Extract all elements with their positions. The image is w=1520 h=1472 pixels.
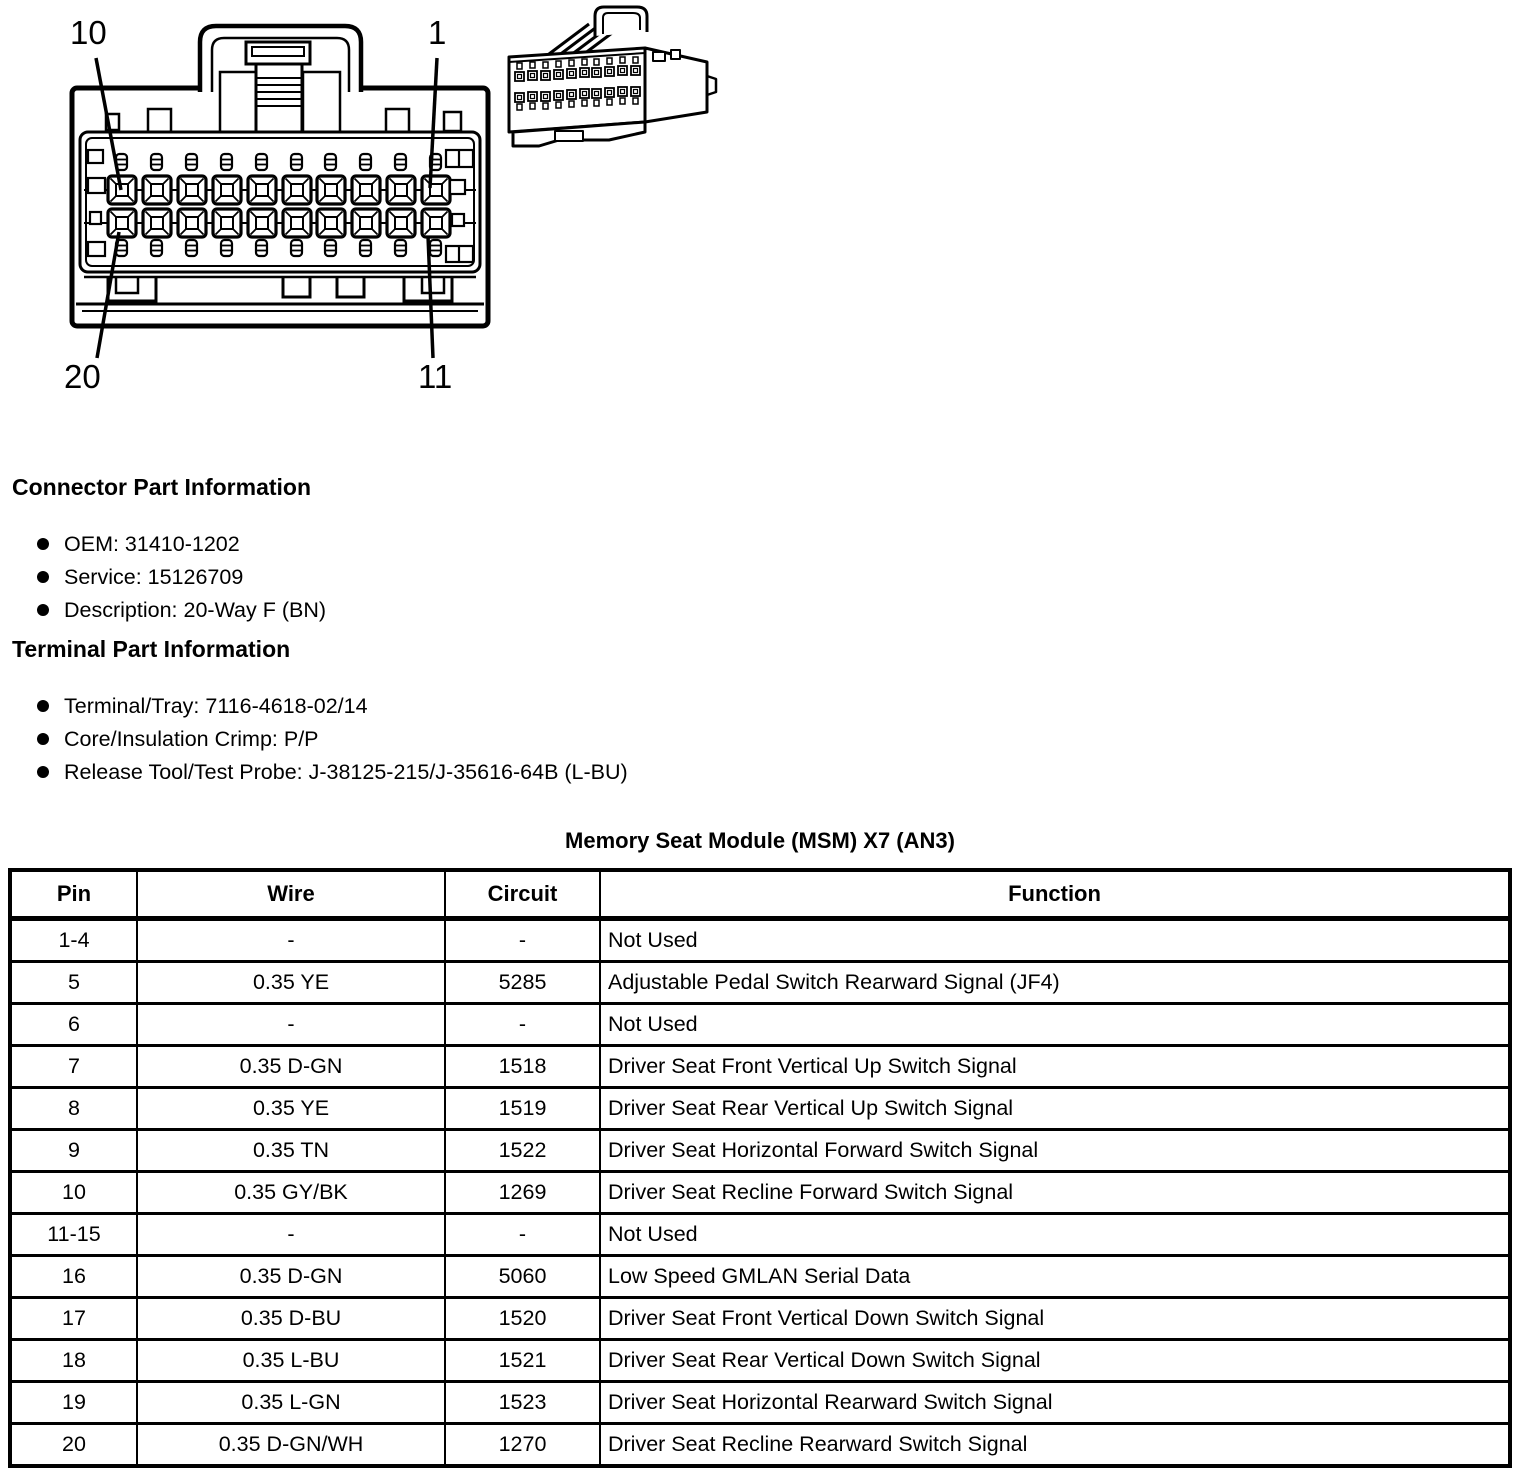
leader-lines	[94, 57, 439, 359]
table-row: 19 0.35 L-GN 1523 Driver Seat Horizontal Re…	[10, 1381, 1510, 1425]
table-cell: 18	[10, 1339, 138, 1383]
table-cell: 0.35 L-BU	[137, 1339, 446, 1383]
table-cell: Driver Seat Horizontal Forward Switch Si…	[600, 1129, 1510, 1173]
table-row: 6- - Not Used	[10, 1003, 1510, 1047]
table-cell: Driver Seat Rear Vertical Down Switch Si…	[600, 1339, 1510, 1383]
bottom-rail	[76, 275, 484, 312]
table-cell: 1520	[445, 1297, 601, 1341]
table-cell: 1523	[445, 1381, 601, 1425]
table-cell: 7	[10, 1045, 138, 1089]
table-cell: 0.35 L-GN	[137, 1381, 446, 1425]
table-cell: 1269	[445, 1171, 601, 1215]
pinout-table: Pin Wire Circuit Function 1-4- - Not Used 5…	[8, 868, 1512, 1468]
table-row: 17 0.35 D-BU 1520 Driver Seat Front Vertica…	[10, 1297, 1510, 1341]
table-title: Memory Seat Module (MSM) X7 (AN3)	[565, 828, 955, 853]
table-cell: -	[137, 1213, 446, 1257]
pin-label-1: 1	[428, 14, 447, 51]
bullet-item: OEM: 31410-1202	[36, 528, 326, 561]
table-cell: Driver Seat Front Vertical Down Switch S…	[600, 1297, 1510, 1341]
table-cell: -	[445, 1003, 601, 1047]
table-cell: 1521	[445, 1339, 601, 1383]
table-cell: 5	[10, 961, 138, 1005]
table-cell: 1522	[445, 1129, 601, 1173]
bullet-item: Terminal/Tray: 7116-4618-02/14	[37, 690, 628, 723]
table-cell: 0.35 GY/BK	[137, 1171, 446, 1215]
table-row: 8 0.35 YE 1519 Driver Seat Rear Vertical Up…	[10, 1087, 1510, 1131]
pin-label-20: 20	[64, 358, 101, 395]
terminal-part-info-heading: Terminal Part Information	[12, 636, 291, 662]
connector-latch	[197, 23, 364, 134]
table-row: 10 0.35 GY/BK 1269 Driver Seat Recline Forw…	[10, 1171, 1510, 1215]
table-row: 7 0.35 D-GN 1518 Driver Seat Front Vertical…	[10, 1045, 1510, 1089]
table-cell: Driver Seat Recline Forward Switch Signa…	[600, 1171, 1510, 1215]
column-header-wire: Wire	[137, 870, 446, 921]
table-cell: Driver Seat Front Vertical Up Switch Sig…	[600, 1045, 1510, 1089]
table-cell: 0.35 D-GN	[137, 1045, 446, 1089]
bullet-item: Description: 20-Way F (BN)	[36, 594, 326, 627]
table-cell: -	[445, 1213, 601, 1257]
table-cell: 0.35 TN	[137, 1129, 446, 1173]
table-cell: Not Used	[600, 918, 1510, 963]
table-cell: 1518	[445, 1045, 601, 1089]
table-row: 18 0.35 L-BU 1521 Driver Seat Rear Vertical…	[10, 1339, 1510, 1383]
table-cell: 0.35 D-GN	[137, 1255, 446, 1299]
table-cell: Not Used	[600, 1213, 1510, 1257]
table-cell: 5060	[445, 1255, 601, 1299]
connector-front-view	[69, 23, 491, 359]
table-header-row: Pin Wire Circuit Function	[10, 870, 1510, 921]
table-cell: -	[137, 1003, 446, 1047]
table-cell: -	[445, 918, 601, 963]
table-cell: 6	[10, 1003, 138, 1047]
table-cell: 5285	[445, 961, 601, 1005]
table-cell: 20	[10, 1423, 138, 1468]
table-row: 16 0.35 D-GN 5060 Low Speed GMLAN Serial Da…	[10, 1255, 1510, 1299]
table-cell: 8	[10, 1087, 138, 1131]
table-cell: Low Speed GMLAN Serial Data	[600, 1255, 1510, 1299]
terminal-part-info-list: Terminal/Tray: 7116-4618-02/14 Core/Insul…	[37, 690, 628, 789]
column-header-function: Function	[600, 870, 1510, 921]
pin-label-10: 10	[70, 14, 107, 51]
table-cell: Not Used	[600, 1003, 1510, 1047]
table-cell: 16	[10, 1255, 138, 1299]
table-cell: -	[137, 918, 446, 963]
connector-part-info-list: OEM: 31410-1202 Service: 15126709 Descript…	[36, 528, 326, 627]
table-cell: Driver Seat Rear Vertical Up Switch Sign…	[600, 1087, 1510, 1131]
terminal-cavity-frame	[78, 130, 482, 274]
table-row: 1-4- - Not Used	[10, 918, 1510, 963]
connector-part-info-heading: Connector Part Information	[12, 474, 312, 500]
table-cell: Driver Seat Recline Rearward Switch Sign…	[600, 1423, 1510, 1468]
table-cell: 10	[10, 1171, 138, 1215]
table-cell: 11-15	[10, 1213, 138, 1257]
table-cell: 0.35 YE	[137, 961, 446, 1005]
table-cell: 1519	[445, 1087, 601, 1131]
table-cell: 19	[10, 1381, 138, 1425]
column-header-circuit: Circuit	[445, 870, 601, 921]
table-cell: 0.35 D-BU	[137, 1297, 446, 1341]
bullet-item: Release Tool/Test Probe: J-38125-215/J-3…	[37, 756, 628, 789]
bullet-item: Core/Insulation Crimp: P/P	[37, 723, 628, 756]
table-row: 9 0.35 TN 1522 Driver Seat Horizontal Forwa…	[10, 1129, 1510, 1173]
table-cell: 1270	[445, 1423, 601, 1468]
table-cell: 17	[10, 1297, 138, 1341]
table-row: 11-15- - Not Used	[10, 1213, 1510, 1257]
table-cell: 0.35 YE	[137, 1087, 446, 1131]
column-header-pin: Pin	[10, 870, 138, 921]
table-cell: Driver Seat Horizontal Rearward Switch S…	[600, 1381, 1510, 1425]
table-cell: Adjustable Pedal Switch Rearward Signal …	[600, 961, 1510, 1005]
connector-3d-view	[507, 5, 718, 148]
table-row: 5 0.35 YE 5285 Adjustable Pedal Switch Rear…	[10, 961, 1510, 1005]
table-row: 20 0.35 D-GN/WH 1270 Driver Seat Recline Re…	[10, 1423, 1510, 1468]
bullet-item: Service: 15126709	[36, 561, 326, 594]
table-cell: 9	[10, 1129, 138, 1173]
table-cell: 0.35 D-GN/WH	[137, 1423, 446, 1468]
table-cell: 1-4	[10, 918, 138, 963]
side-keys-right	[444, 148, 475, 264]
pin-label-11: 11	[418, 358, 453, 395]
side-keys-left	[86, 148, 107, 258]
